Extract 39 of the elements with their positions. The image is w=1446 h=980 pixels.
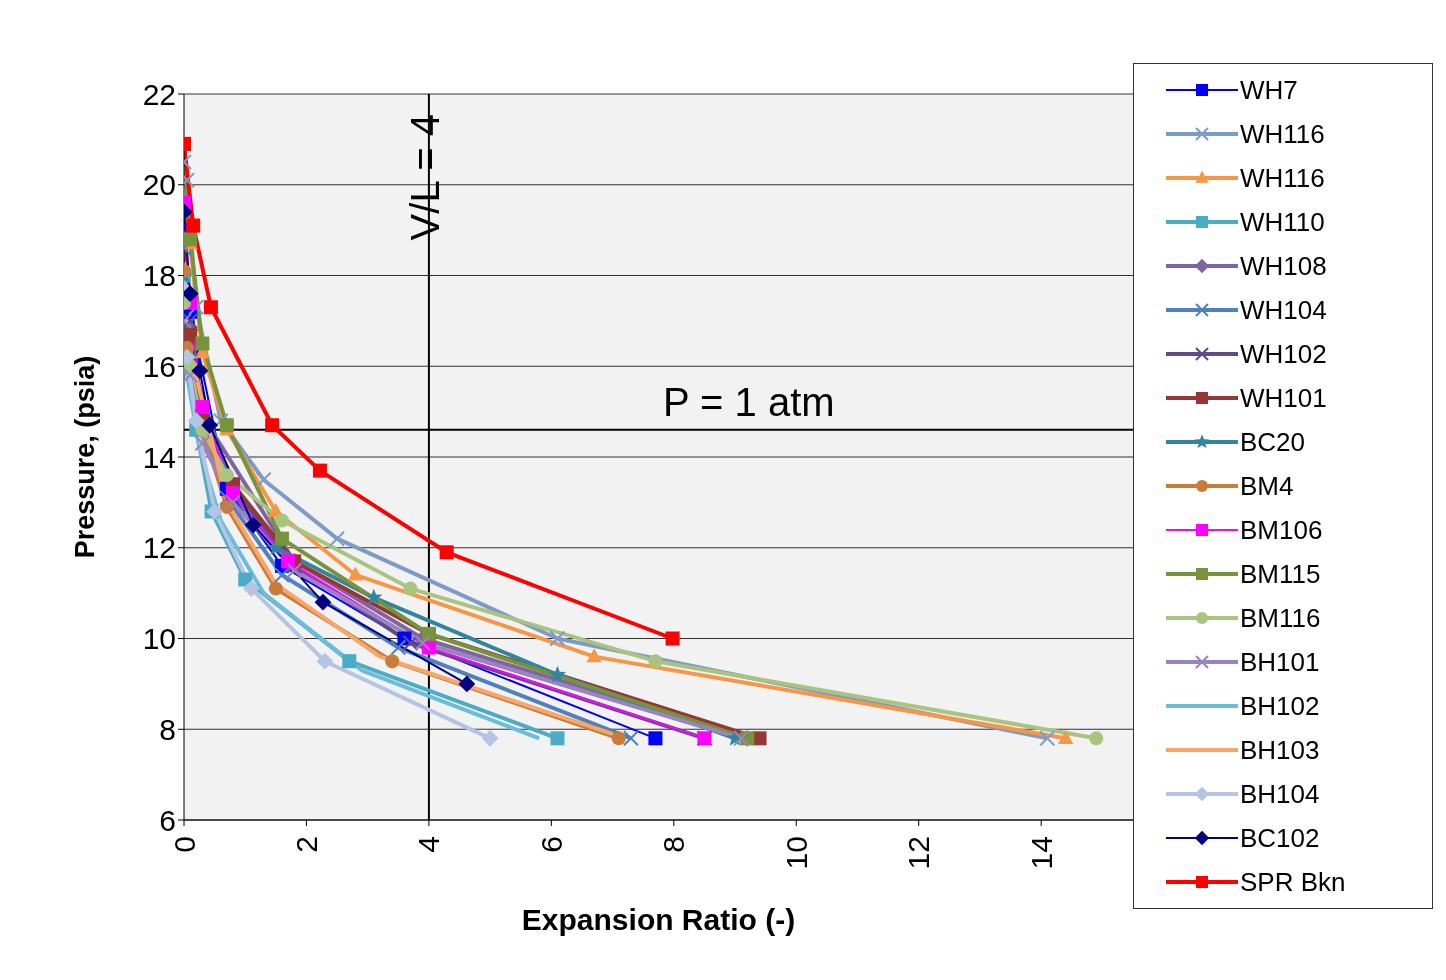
legend-label: BC102 (1240, 822, 1320, 854)
legend-label: WH116 (1240, 118, 1325, 150)
y-tick-label: 12 (142, 531, 176, 565)
legend-label: BH101 (1240, 646, 1320, 678)
x-tick-label: 12 (902, 836, 936, 870)
y-tick-label: 14 (142, 440, 176, 474)
y-tick-label: 22 (142, 77, 176, 111)
legend-label: WH101 (1240, 382, 1327, 414)
annotation: P = 1 atm (663, 380, 835, 424)
y-tick-label: 18 (142, 259, 176, 293)
legend-label: SPR Bkn (1240, 866, 1346, 898)
legend-label: WH110 (1240, 206, 1325, 238)
legend-label: WH108 (1240, 250, 1327, 282)
x-tick-label: 4 (412, 836, 446, 853)
legend-label: WH102 (1240, 338, 1327, 370)
legend-label: BM4 (1240, 470, 1294, 502)
legend-label: BH102 (1240, 690, 1320, 722)
x-tick-label: 8 (657, 836, 691, 853)
x-tick-label: 14 (1024, 836, 1058, 870)
legend-label: BM116 (1240, 602, 1321, 634)
legend-label: WH104 (1240, 294, 1327, 326)
legend-label: BC20 (1240, 426, 1306, 458)
legend-label: BM115 (1240, 558, 1321, 590)
x-axis-title: Expansion Ratio (-) (521, 903, 796, 936)
legend-label: BH104 (1240, 778, 1320, 810)
legend-label: BM106 (1240, 514, 1323, 546)
x-tick-label: 6 (534, 836, 568, 853)
legend-label: BH103 (1240, 734, 1320, 766)
y-axis-title: Pressure, (psia) (69, 355, 100, 559)
legend-label: WH116 (1240, 162, 1325, 194)
x-tick-label: 2 (289, 836, 323, 853)
x-tick-label: 0 (167, 836, 201, 853)
y-tick-label: 16 (142, 349, 176, 383)
y-tick-label: 10 (142, 622, 176, 656)
ref-line-label: V/L = 4 (402, 114, 447, 241)
x-tick-label: 10 (779, 836, 813, 870)
y-tick-label: 20 (142, 168, 176, 202)
y-tick-label: 8 (159, 712, 176, 746)
legend-label: WH7 (1240, 74, 1298, 106)
